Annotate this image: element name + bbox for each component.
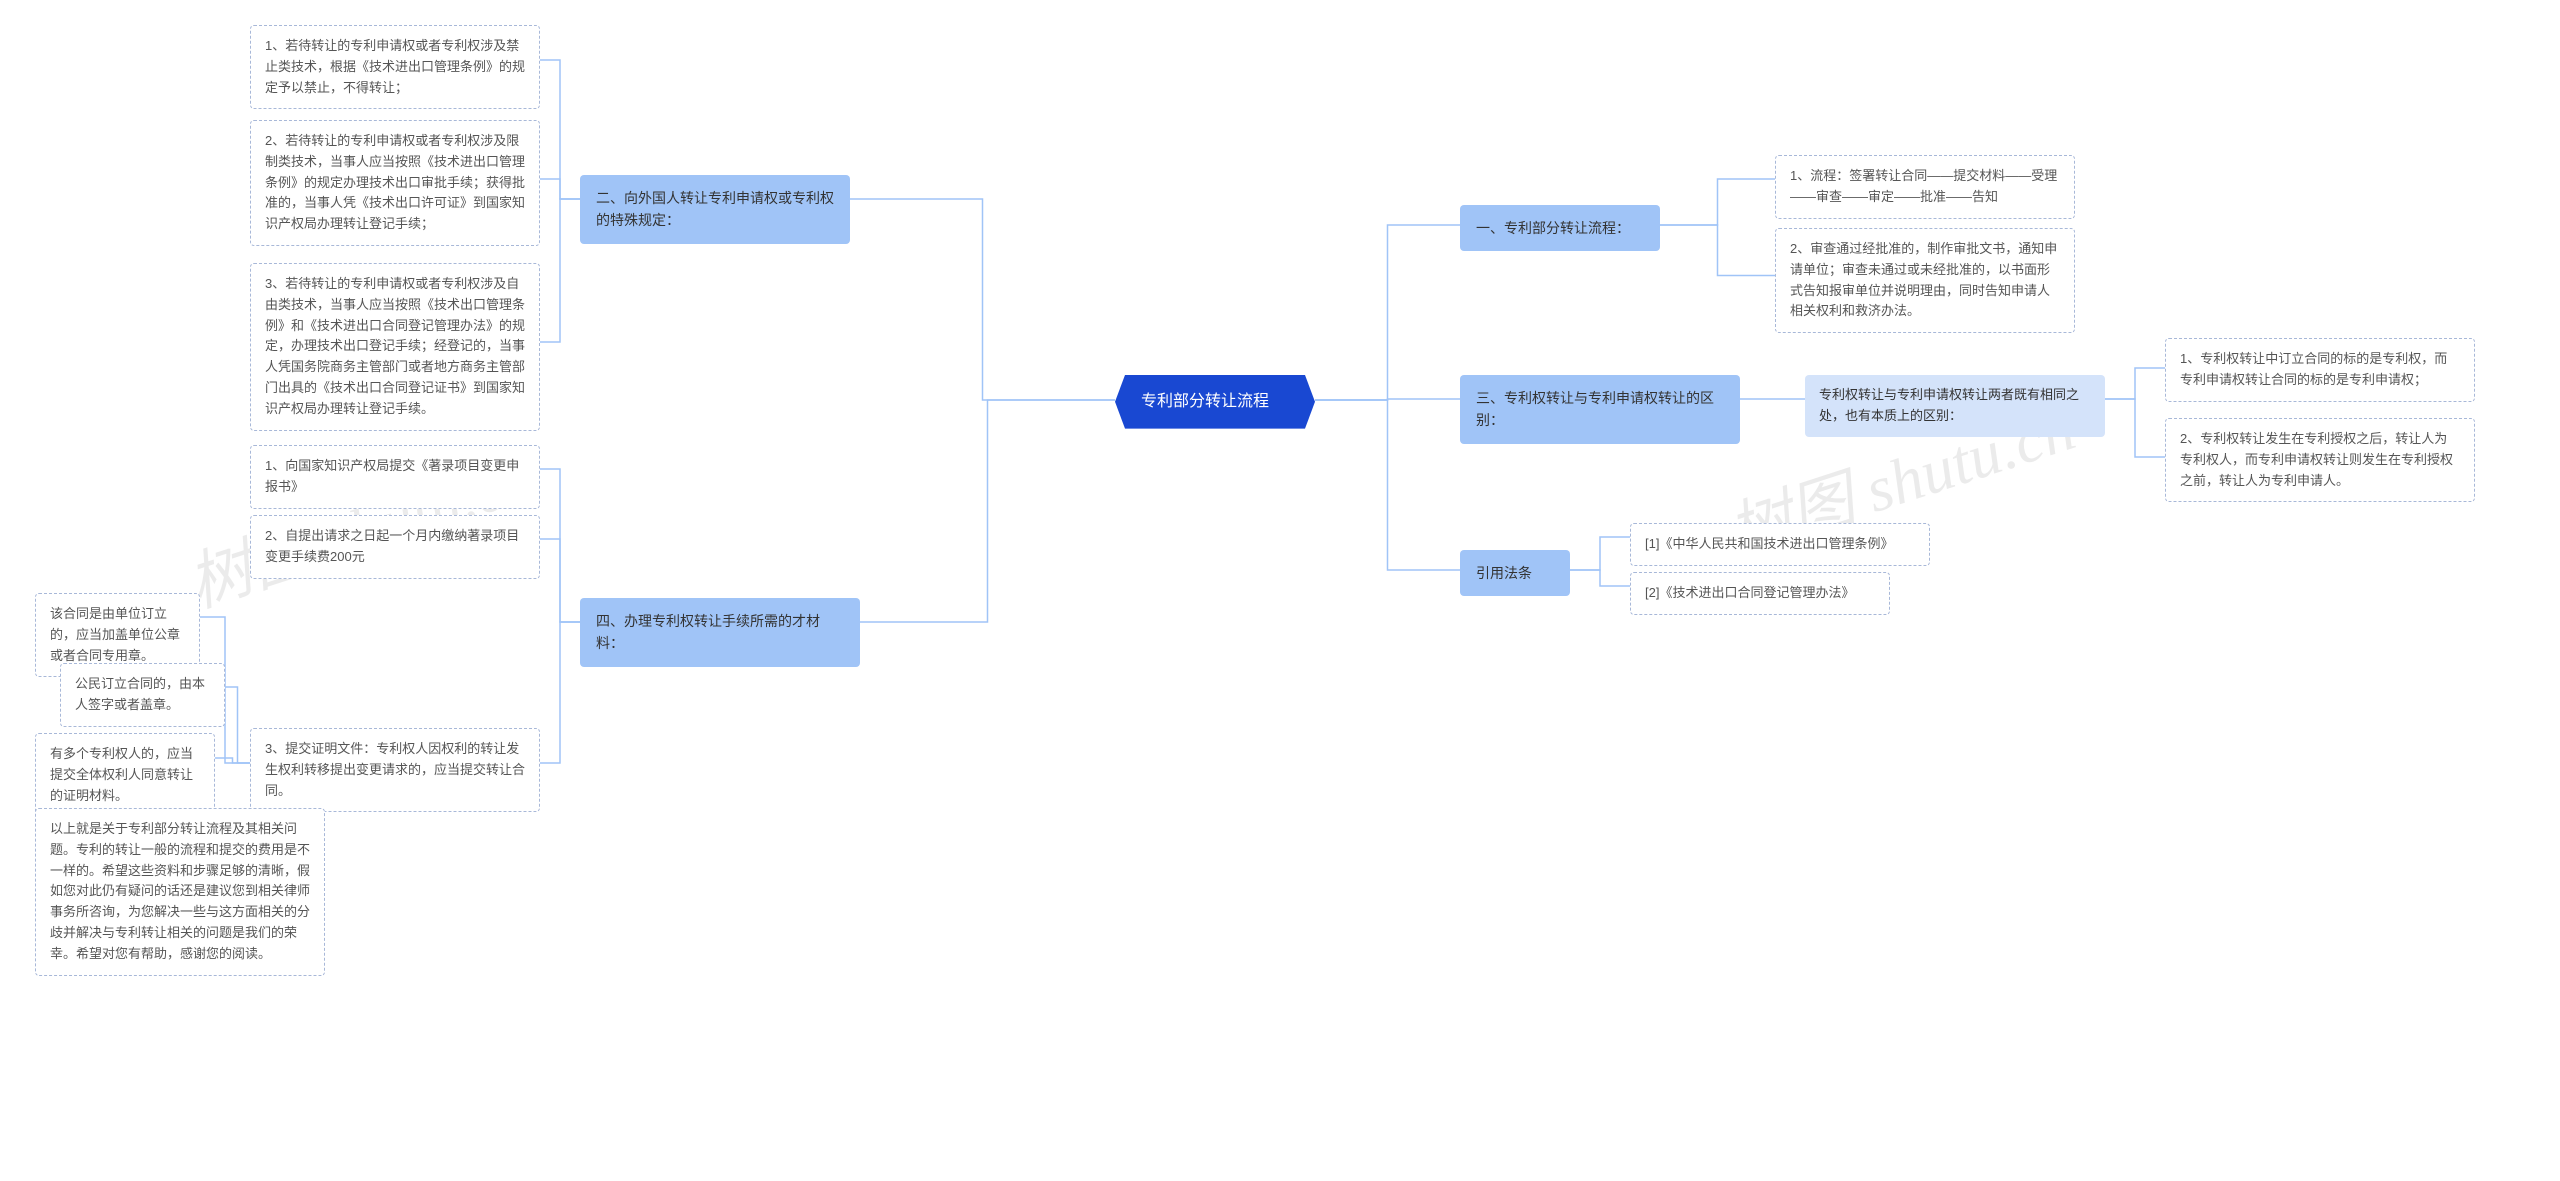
left-0-child-1: 2、若待转让的专利申请权或者专利权涉及限制类技术，当事人应当按照《技术进出口管理… [250, 120, 540, 246]
right-2-child-1: [2]《技术进出口合同登记管理办法》 [1630, 572, 1890, 615]
right-0-child-0: 1、流程：签署转让合同——提交材料——受理——审查——审定——批准——告知 [1775, 155, 2075, 219]
right-branch-1: 三、专利权转让与专利申请权转让的区别： [1460, 375, 1740, 444]
left-branch-1: 四、办理专利权转让手续所需的才材料： [580, 598, 860, 667]
right-0-child-1: 2、审查通过经批准的，制作审批文书，通知申请单位；审查未通过或未经批准的，以书面… [1775, 228, 2075, 333]
left-branch-0: 二、向外国人转让专利申请权或专利权的特殊规定： [580, 175, 850, 244]
right-2-child-0: [1]《中华人民共和国技术进出口管理条例》 [1630, 523, 1930, 566]
right-branch-2: 引用法条 [1460, 550, 1570, 596]
left-1-2-leaf-2: 有多个专利权人的，应当提交全体权利人同意转让的证明材料。 [35, 733, 215, 817]
left-1-child-0: 1、向国家知识产权局提交《著录项目变更申报书》 [250, 445, 540, 509]
left-1-child-2: 3、提交证明文件：专利权人因权利的转让发生权利转移提出变更请求的，应当提交转让合… [250, 728, 540, 812]
left-0-child-2: 3、若待转让的专利申请权或者专利权涉及自由类技术，当事人应当按照《技术出口管理条… [250, 263, 540, 431]
left-1-2-leaf-3: 以上就是关于专利部分转让流程及其相关问题。专利的转让一般的流程和提交的费用是不一… [35, 808, 325, 976]
left-1-2-leaf-1: 公民订立合同的，由本人签字或者盖章。 [60, 663, 225, 727]
left-1-child-1: 2、自提出请求之日起一个月内缴纳著录项目变更手续费200元 [250, 515, 540, 579]
right-branch-0: 一、专利部分转让流程： [1460, 205, 1660, 251]
right-1-0-leaf-0: 1、专利权转让中订立合同的标的是专利权，而专利申请权转让合同的标的是专利申请权； [2165, 338, 2475, 402]
left-0-child-0: 1、若待转让的专利申请权或者专利权涉及禁止类技术，根据《技术进出口管理条例》的规… [250, 25, 540, 109]
right-1-child-0: 专利权转让与专利申请权转让两者既有相同之处，也有本质上的区别： [1805, 375, 2105, 437]
center-node: 专利部分转让流程 [1115, 375, 1315, 429]
right-1-0-leaf-1: 2、专利权转让发生在专利授权之后，转让人为专利权人，而专利申请权转让则发生在专利… [2165, 418, 2475, 502]
